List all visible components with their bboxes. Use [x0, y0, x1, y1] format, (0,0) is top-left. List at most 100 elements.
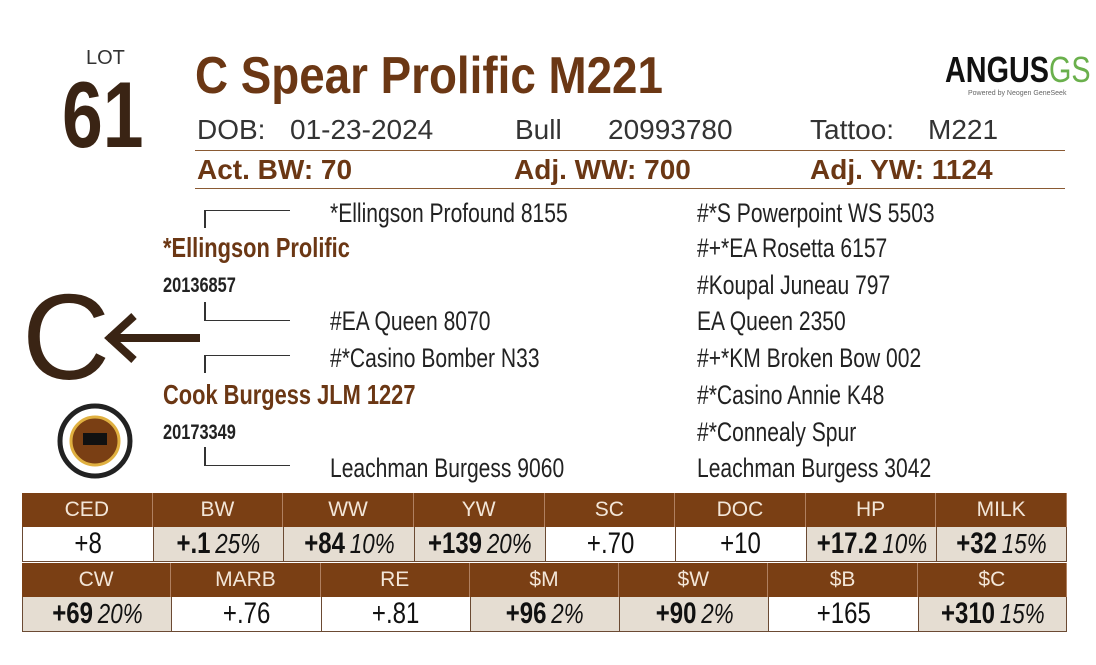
ancestor: #+*KM Broken Bow 002 — [697, 342, 922, 373]
epd-cell: +165 — [768, 597, 919, 632]
epd-value: +8 — [74, 527, 102, 560]
dob-label: DOB: — [197, 114, 266, 145]
epd-content: +.76 — [223, 597, 270, 631]
epd-value: +32 — [956, 527, 998, 560]
epd-header: $B — [768, 563, 918, 597]
epd-header: MARB — [171, 563, 321, 597]
epd-cell: +96 2% — [469, 597, 621, 632]
epd-header: BW — [152, 493, 284, 527]
ancestor: EA Queen 2350 — [697, 305, 846, 336]
epd-header: WW — [283, 493, 414, 527]
epd-header: CW — [22, 563, 172, 597]
sire-registration: 20136857 — [163, 273, 236, 297]
epd-header: $W — [619, 563, 769, 597]
epd-value: +310 — [940, 597, 995, 630]
epd-cell: +.1 25% — [152, 527, 285, 562]
epd-cell: +17.2 10% — [805, 527, 938, 562]
logo-main: ANGUS — [945, 49, 1050, 90]
epd-value: +10 — [720, 527, 762, 560]
epd-content: +84 10% — [304, 527, 394, 561]
epd-header: YW — [413, 493, 545, 527]
logo-tagline: Powered by Neogen GeneSeek — [968, 90, 1067, 97]
dam-dam: Leachman Burgess 9060 — [330, 452, 565, 483]
epd-cell: +90 2% — [619, 597, 770, 632]
dam: Cook Burgess JLM 1227 — [163, 379, 416, 410]
epd-percentile: 10% — [881, 528, 927, 559]
dob: 01-23-2024 — [290, 114, 434, 145]
bracket — [204, 302, 206, 321]
epd-value: +139 — [427, 527, 482, 560]
animal-name: C Spear Prolific M221 — [195, 47, 663, 105]
epd-value: +.1 — [176, 527, 211, 560]
weight: Adj. YW: 1124 — [810, 154, 993, 185]
sire: *Ellingson Prolific — [163, 232, 350, 263]
badge-icon — [83, 433, 107, 445]
bracket — [204, 355, 206, 373]
epd-percentile: 25% — [215, 528, 261, 559]
epd-cell: +69 20% — [22, 597, 173, 632]
epd-content: +10 — [721, 527, 762, 561]
dam-sire: #*Casino Bomber N33 — [330, 342, 540, 373]
epd-percentile: 15% — [1002, 528, 1047, 559]
epd-percentile: 10% — [349, 528, 395, 559]
logo-accent: GS — [1049, 49, 1091, 90]
epd-cell: +139 20% — [413, 527, 546, 562]
epd-value: +.70 — [586, 527, 634, 560]
epd-value: +96 — [506, 597, 547, 630]
epd-content: +32 15% — [957, 527, 1047, 561]
epd-cell: +.76 — [171, 597, 322, 632]
ancestor: #*Casino Annie K48 — [697, 379, 885, 410]
epd-value: +.76 — [222, 597, 271, 630]
epd-header: $M — [469, 563, 620, 597]
epd-content: +17.2 10% — [816, 527, 926, 561]
lot-label: LOT — [86, 47, 125, 69]
sire-dam: #EA Queen 8070 — [330, 305, 491, 336]
epd-cell: +32 15% — [936, 527, 1067, 562]
epd-percentile: 15% — [999, 598, 1045, 629]
sex: Bull — [515, 114, 562, 145]
epd-percentile: 2% — [700, 598, 734, 629]
epd-header: MILK — [936, 493, 1067, 527]
arrow — [104, 313, 200, 363]
bracket — [204, 447, 206, 466]
epd-content: +.1 25% — [177, 527, 261, 561]
epd-value: +17.2 — [816, 527, 878, 560]
ancestor: #*S Powerpoint WS 5503 — [697, 197, 935, 228]
epd-content: +.70 — [587, 527, 634, 561]
epd-value: +69 — [51, 597, 93, 630]
epd-header: RE — [320, 563, 470, 597]
epd-cell: +310 15% — [917, 597, 1067, 632]
bracket — [204, 210, 290, 211]
epd-value: +84 — [303, 527, 345, 560]
ancestor: #+*EA Rosetta 6157 — [697, 232, 888, 263]
epd-content: +165 — [817, 597, 871, 631]
bracket — [204, 465, 290, 466]
epd-value: +165 — [816, 597, 871, 630]
epd-header: CED — [22, 493, 153, 527]
epd-header: SC — [544, 493, 676, 527]
tattoo: M221 — [928, 114, 999, 145]
sire-sire: *Ellingson Profound 8155 — [330, 197, 568, 228]
epd-cell: +84 10% — [283, 527, 415, 562]
registration: 20993780 — [608, 114, 733, 145]
epd-content: +310 15% — [940, 597, 1044, 631]
epd-percentile: 2% — [551, 598, 584, 629]
epd-cell: +.70 — [544, 527, 677, 562]
epd-content: +69 20% — [52, 597, 142, 631]
arrow-path — [104, 313, 200, 363]
epd-content: +96 2% — [506, 597, 584, 631]
epd-cell: +10 — [675, 527, 807, 562]
ancestor: Leachman Burgess 3042 — [697, 452, 932, 483]
mark: C — [22, 269, 111, 405]
ancestor: #Koupal Juneau 797 — [697, 269, 891, 300]
weight: Adj. WW: 700 — [514, 154, 691, 185]
bracket — [204, 320, 290, 321]
epd-header: DOC — [675, 493, 806, 527]
epd-content: +.81 — [372, 597, 419, 631]
epd-cell: +8 — [22, 527, 154, 562]
epd-content: +8 — [74, 527, 101, 561]
epd-header: $C — [917, 563, 1067, 597]
bracket — [204, 355, 290, 356]
epd-content: +90 2% — [655, 597, 733, 631]
